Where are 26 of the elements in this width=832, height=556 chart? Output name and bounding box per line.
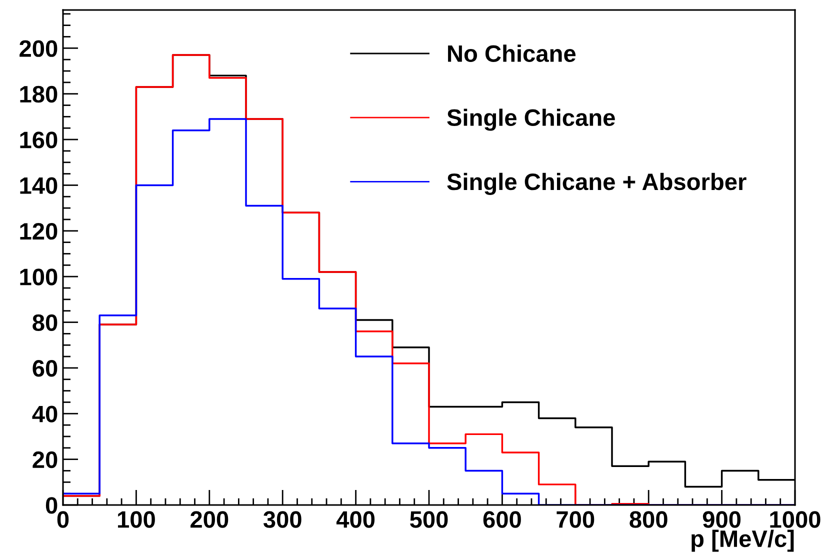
x-tick-label: 0 — [57, 511, 69, 528]
legend-label: Single Chicane — [447, 108, 615, 131]
y-tick-label: 20 — [32, 451, 58, 468]
y-tick-label: 140 — [20, 177, 58, 194]
y-tick-label: 200 — [20, 40, 58, 57]
x-tick-label: 1000 — [770, 511, 820, 528]
x-tick-label: 200 — [190, 511, 228, 528]
y-tick-label: 180 — [20, 86, 58, 103]
y-tick-label: 0 — [46, 497, 58, 514]
y-tick-label: 160 — [20, 132, 58, 148]
y-tick-label: 60 — [32, 360, 58, 377]
x-tick-label: 400 — [336, 511, 375, 528]
legend-label: No Chicane — [448, 44, 576, 62]
y-tick-label: 100 — [20, 268, 58, 286]
x-tick-label: 600 — [483, 511, 521, 528]
x-tick-label: 800 — [630, 511, 668, 528]
x-axis-title: p [MeV/c] — [692, 530, 794, 552]
x-tick-label: 900 — [702, 511, 741, 528]
x-tick-label: 500 — [410, 511, 448, 528]
y-tick-label: 40 — [32, 406, 58, 422]
x-tick-label: 100 — [118, 511, 155, 528]
x-tick-label: 700 — [556, 511, 594, 528]
y-tick-label: 120 — [20, 222, 58, 240]
x-tick-label: 300 — [263, 511, 302, 528]
legend-label: Single Chicane + Absorber — [447, 172, 746, 195]
y-tick-label: 80 — [32, 314, 58, 332]
